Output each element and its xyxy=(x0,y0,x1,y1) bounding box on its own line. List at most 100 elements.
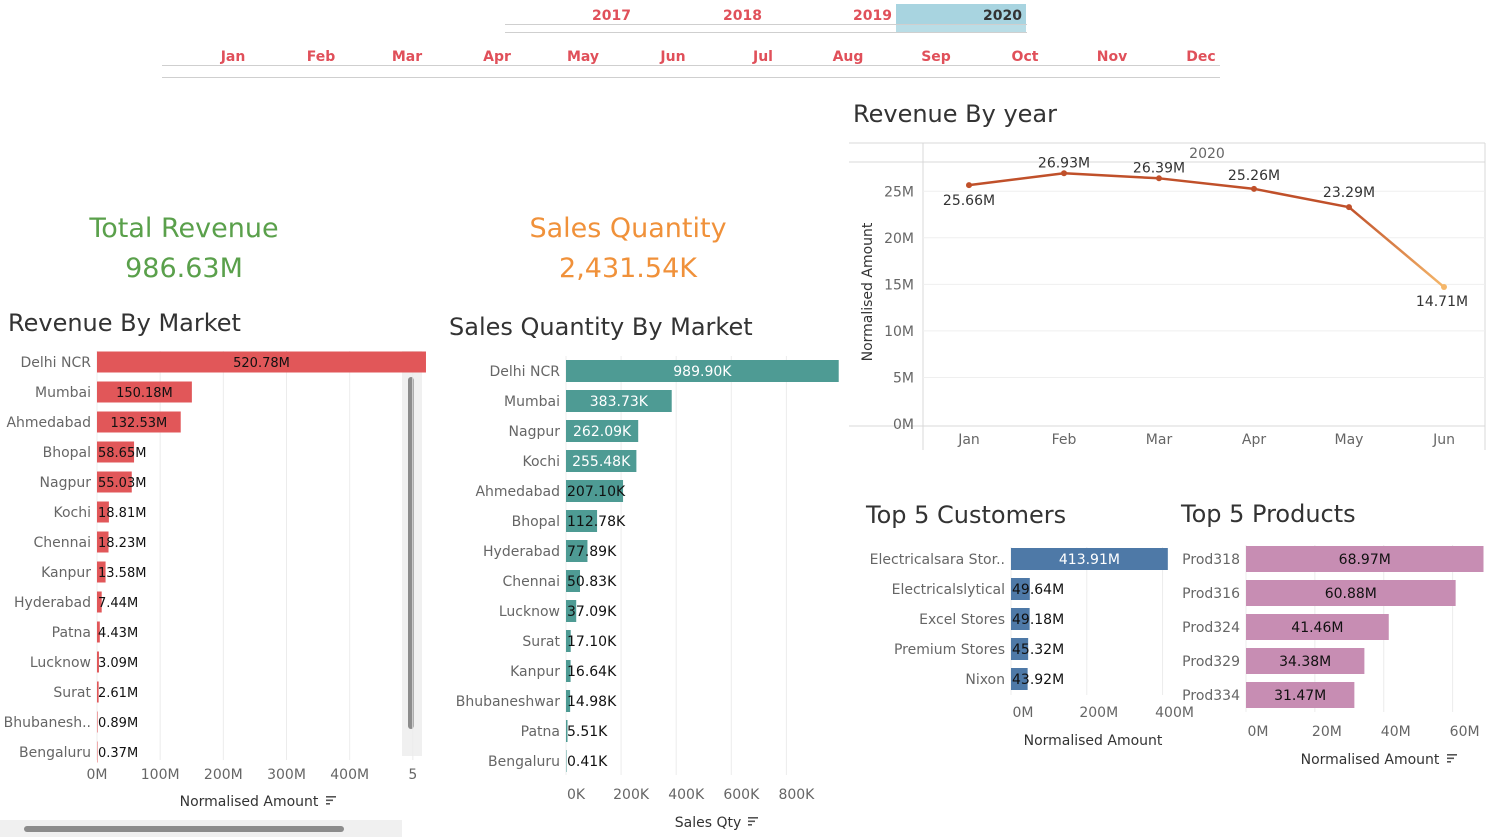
sqm-value-label: 14.98K xyxy=(567,694,617,710)
rbm-bar[interactable] xyxy=(97,711,98,733)
rby-y-tick: 5M xyxy=(893,370,914,386)
rby-line-segment xyxy=(1062,172,1161,180)
year-option-2020[interactable]: 2020 xyxy=(983,8,1022,24)
month-option-apr[interactable]: Apr xyxy=(483,49,511,65)
tc-bar[interactable] xyxy=(1011,608,1030,630)
sqm-bar[interactable] xyxy=(566,390,672,412)
month-option-sep[interactable]: Sep xyxy=(921,49,951,65)
sqm-value-label: 77.89K xyxy=(567,544,617,560)
sqm-bar[interactable] xyxy=(566,600,577,622)
sqm-bar[interactable] xyxy=(566,480,624,502)
tc-bar[interactable] xyxy=(1011,548,1168,570)
month-option-feb[interactable]: Feb xyxy=(307,49,336,65)
tc-category-label: Electricalslytical xyxy=(892,582,1005,598)
rby-line-segment xyxy=(967,172,1066,187)
tp-bar[interactable] xyxy=(1246,648,1365,674)
rbm-bar[interactable] xyxy=(97,381,192,403)
sales-quantity-value: 2,431.54K xyxy=(559,253,697,284)
rby-point[interactable] xyxy=(1061,170,1067,177)
rbm-bar[interactable] xyxy=(97,561,106,583)
tp-bar[interactable] xyxy=(1246,546,1484,572)
sqm-category-label: Mumbai xyxy=(504,394,560,410)
tc-bar[interactable] xyxy=(1011,578,1030,600)
month-option-may[interactable]: May xyxy=(567,49,599,65)
rbm-bar[interactable] xyxy=(97,591,102,613)
tp-bar[interactable] xyxy=(1246,682,1355,708)
month-option-dec[interactable]: Dec xyxy=(1186,49,1215,65)
tp-bar[interactable] xyxy=(1246,614,1389,640)
rbm-category-label: Patna xyxy=(52,625,91,641)
rby-point[interactable] xyxy=(1346,204,1352,211)
sqm-bar[interactable] xyxy=(566,450,637,472)
rbm-bar[interactable] xyxy=(97,531,109,553)
sqm-value-label: 17.10K xyxy=(567,634,617,650)
tc-category-label: Nixon xyxy=(965,672,1005,688)
sqm-bar[interactable] xyxy=(566,510,598,532)
rby-x-tick: May xyxy=(1335,432,1364,448)
rby-point[interactable] xyxy=(1156,175,1162,182)
rby-point-label: 23.29M xyxy=(1323,185,1375,201)
month-option-aug[interactable]: Aug xyxy=(833,49,864,65)
month-option-jun[interactable]: Jun xyxy=(659,49,685,65)
sqm-x-tick: 400K xyxy=(668,787,705,803)
rbm-horizontal-scrollbar[interactable] xyxy=(24,826,344,832)
year-selected-highlight xyxy=(896,4,1026,25)
sqm-bar[interactable] xyxy=(566,660,571,682)
tc-bar[interactable] xyxy=(1011,638,1029,660)
tc-category-label: Premium Stores xyxy=(894,642,1005,658)
rby-point[interactable] xyxy=(966,182,972,189)
sqm-bar[interactable] xyxy=(566,690,571,712)
rby-line-segment xyxy=(1347,205,1446,289)
month-option-nov[interactable]: Nov xyxy=(1097,49,1127,65)
tc-bar[interactable] xyxy=(1011,668,1028,690)
sqm-category-label: Patna xyxy=(521,724,560,740)
sqm-bar[interactable] xyxy=(566,630,571,652)
sqm-bar[interactable] xyxy=(566,750,567,772)
rbm-bar[interactable] xyxy=(97,351,426,373)
rbm-bar[interactable] xyxy=(97,411,181,433)
sqm-category-label: Delhi NCR xyxy=(490,364,561,380)
year-option-2018[interactable]: 2018 xyxy=(723,8,762,24)
rbm-bar[interactable] xyxy=(97,441,135,463)
rby-point[interactable] xyxy=(1441,284,1447,291)
rbm-bar[interactable] xyxy=(97,741,98,763)
sqm-bar[interactable] xyxy=(566,360,839,382)
rbm-bar[interactable] xyxy=(97,501,109,523)
rbm-category-label: Ahmedabad xyxy=(6,415,91,431)
tp-sort-icon[interactable] xyxy=(1447,754,1457,763)
rbm-value-label: 7.44M xyxy=(98,596,138,611)
month-option-oct[interactable]: Oct xyxy=(1012,49,1039,65)
rbm-bar[interactable] xyxy=(97,651,99,673)
tc-xaxis-title: Normalised Amount xyxy=(1024,733,1163,749)
month-option-jul[interactable]: Jul xyxy=(752,49,773,65)
sqm-value-label: 112.78K xyxy=(567,514,626,530)
rby-point-label: 26.93M xyxy=(1038,155,1090,171)
rbm-bar[interactable] xyxy=(97,471,132,493)
year-option-2017[interactable]: 2017 xyxy=(592,8,631,24)
month-option-mar[interactable]: Mar xyxy=(392,49,422,65)
rbm-category-label: Nagpur xyxy=(40,475,92,491)
year-option-2019[interactable]: 2019 xyxy=(853,8,892,24)
rbm-value-label: 2.61M xyxy=(98,686,138,701)
sales-quantity-label: Sales Quantity xyxy=(529,213,727,244)
tc-x-tick: 200M xyxy=(1079,705,1118,721)
year-filter: 2017 2018 2019 2020 xyxy=(505,0,1027,34)
rbm-x-tick: 200M xyxy=(204,767,243,783)
rbm-sort-icon[interactable] xyxy=(326,796,336,805)
rbm-bar[interactable] xyxy=(97,681,99,703)
rbm-category-label: Surat xyxy=(53,685,91,701)
sqm-bar[interactable] xyxy=(566,420,639,442)
month-option-jan[interactable]: Jan xyxy=(220,49,246,65)
rby-point[interactable] xyxy=(1251,185,1257,192)
tp-category-label: Prod316 xyxy=(1182,586,1240,602)
sqm-sort-icon[interactable] xyxy=(748,817,758,826)
sqm-value-label: 37.09K xyxy=(567,604,617,620)
rbm-bar[interactable] xyxy=(97,621,100,643)
tc-x-tick: 0M xyxy=(1013,705,1034,721)
sqm-bar[interactable] xyxy=(566,570,581,592)
sqm-bar[interactable] xyxy=(566,720,568,742)
sqm-bar[interactable] xyxy=(566,540,588,562)
tp-bar[interactable] xyxy=(1246,580,1456,606)
rby-yaxis-title: Normalised Amount xyxy=(860,222,876,361)
rbm-value-label: 150.18M xyxy=(116,386,173,401)
